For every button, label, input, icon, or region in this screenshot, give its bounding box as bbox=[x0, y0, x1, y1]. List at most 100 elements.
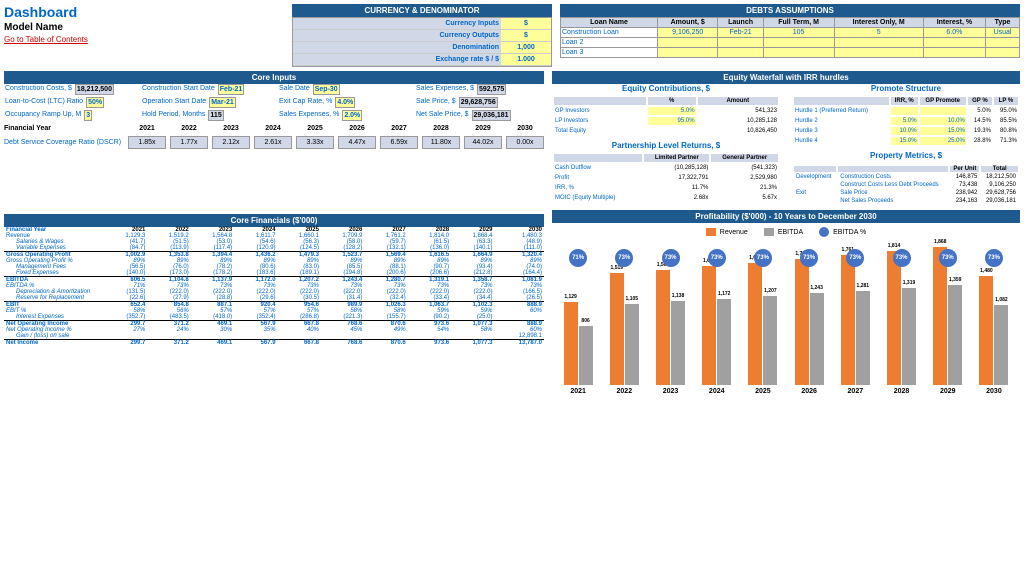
legend-label: Revenue bbox=[720, 229, 748, 236]
year-header: 2023 bbox=[212, 125, 250, 132]
promote-title: Promote Structure bbox=[792, 84, 1020, 93]
loan-io[interactable] bbox=[834, 48, 923, 58]
contrib-amt: 541,323 bbox=[698, 107, 778, 115]
prop-name: Sale Price bbox=[838, 190, 948, 196]
hurdle-name: Hurdle 4 bbox=[794, 137, 889, 145]
contrib-amt: 10,826,450 bbox=[698, 127, 778, 135]
hurdle-gp[interactable] bbox=[920, 107, 966, 115]
input-value[interactable]: 29,628,756 bbox=[459, 97, 498, 108]
contrib-pct[interactable]: 5.0% bbox=[648, 107, 696, 115]
loan-amount[interactable]: 9,106,250 bbox=[658, 28, 718, 38]
loan-type[interactable] bbox=[986, 48, 1020, 58]
ebitda-bar: 1,281 bbox=[856, 291, 870, 385]
input-value[interactable]: 50% bbox=[86, 97, 104, 108]
loan-name: Loan 2 bbox=[561, 38, 658, 48]
hurdle-gp[interactable]: 15.0% bbox=[920, 127, 966, 135]
currency-header: CURRENCY & DENOMINATOR bbox=[292, 4, 552, 17]
hurdle-lpp: 85.5% bbox=[994, 117, 1018, 125]
loan-launch[interactable] bbox=[718, 48, 763, 58]
chart-year: 2027 bbox=[848, 388, 864, 395]
loan-type[interactable] bbox=[986, 38, 1020, 48]
fin-cell: 870.6 bbox=[364, 340, 407, 347]
input-value[interactable]: 115 bbox=[208, 110, 223, 121]
toc-link[interactable]: Go to Table of Contents bbox=[4, 35, 88, 44]
debts-block: DEBTS ASSUMPTIONS Loan NameAmount, $Laun… bbox=[560, 4, 1020, 67]
loan-io[interactable] bbox=[834, 38, 923, 48]
equity-header: Equity Waterfall with IRR hurdles bbox=[552, 71, 1020, 84]
model-name: Model Name bbox=[4, 22, 284, 33]
legend-box bbox=[706, 228, 716, 236]
loan-interest[interactable]: 6.0% bbox=[923, 28, 985, 38]
loan-amount[interactable] bbox=[658, 38, 718, 48]
currency-value[interactable]: 1,000 bbox=[501, 42, 551, 53]
hurdle-irr[interactable] bbox=[891, 107, 918, 115]
currency-value[interactable]: $ bbox=[501, 30, 551, 41]
input-label: Sales Expenses, $ bbox=[415, 84, 475, 95]
debts-col-header: Full Term, M bbox=[763, 18, 834, 28]
prop-unit: 146,875 bbox=[950, 174, 979, 180]
dscr-value: 4.47x bbox=[338, 136, 376, 149]
hurdle-gp[interactable]: 25.0% bbox=[920, 137, 966, 145]
loan-term[interactable] bbox=[763, 48, 834, 58]
loan-io[interactable]: 5 bbox=[834, 28, 923, 38]
currency-value[interactable]: $ bbox=[501, 18, 551, 29]
year-header: 2027 bbox=[380, 125, 418, 132]
ebitda-bar: 1,359 bbox=[948, 285, 962, 385]
hurdle-irr[interactable]: 5.0% bbox=[891, 117, 918, 125]
partnership-title: Partnership Level Returns, $ bbox=[552, 141, 780, 150]
debts-col-header: Type bbox=[986, 18, 1020, 28]
loan-interest[interactable] bbox=[923, 38, 985, 48]
contrib-pct[interactable]: 95.0% bbox=[648, 117, 696, 125]
contrib-table: %AmountGP Investors5.0%541,323LP Investo… bbox=[552, 95, 780, 137]
input-value[interactable]: 3 bbox=[84, 110, 92, 121]
contrib-pct bbox=[648, 127, 696, 135]
hurdle-irr[interactable]: 10.0% bbox=[891, 127, 918, 135]
debts-col-header: Launch bbox=[718, 18, 763, 28]
fin-cell: 371.2 bbox=[147, 340, 190, 347]
loan-launch[interactable] bbox=[718, 38, 763, 48]
ebitda-bar: 1,172 bbox=[717, 299, 731, 385]
input-value[interactable]: 4.0% bbox=[335, 97, 355, 108]
input-label: Loan-to-Cost (LTC) Ratio bbox=[4, 97, 84, 108]
loan-term[interactable]: 105 bbox=[763, 28, 834, 38]
dscr-label: Debt Service Coverage Ratio (DSCR) bbox=[4, 139, 124, 146]
page-title: Dashboard bbox=[4, 4, 284, 20]
currency-label: Exchange rate $ / $ bbox=[293, 54, 501, 65]
debts-header: DEBTS ASSUMPTIONS bbox=[560, 4, 1020, 17]
currency-value[interactable]: 1.000 bbox=[501, 54, 551, 65]
loan-interest[interactable] bbox=[923, 48, 985, 58]
input-value[interactable]: 18,212,500 bbox=[75, 84, 114, 95]
dscr-value: 3.33x bbox=[296, 136, 334, 149]
gp-val: 5.67x bbox=[711, 194, 778, 202]
ebitda-bar: 1,243 bbox=[810, 293, 824, 385]
bar-group: 73% 1,480 1,082 2030 bbox=[972, 245, 1016, 395]
loan-amount[interactable] bbox=[658, 48, 718, 58]
bar-value: 1,281 bbox=[856, 283, 870, 289]
debts-col-header: Interest, % bbox=[923, 18, 985, 28]
legend-item: EBITDA % bbox=[819, 227, 866, 237]
fin-row-label: Net Income bbox=[4, 340, 104, 347]
partnership-row: Cash Outflow bbox=[554, 164, 642, 172]
input-value[interactable]: Sep-30 bbox=[313, 84, 340, 95]
year-header: 2022 bbox=[170, 125, 208, 132]
col-header: % bbox=[648, 97, 696, 105]
loan-type[interactable]: Usual bbox=[986, 28, 1020, 38]
input-value[interactable]: 592,575 bbox=[477, 84, 506, 95]
partnership-table: Limited PartnerGeneral PartnerCash Outfl… bbox=[552, 152, 780, 204]
currency-label: Denomination bbox=[293, 42, 501, 53]
year-header: 2028 bbox=[422, 125, 460, 132]
loan-term[interactable] bbox=[763, 38, 834, 48]
ebitda-pct-dot: 73% bbox=[985, 249, 1003, 267]
input-value[interactable]: Mar-21 bbox=[209, 97, 236, 108]
input-value[interactable]: Feb-21 bbox=[218, 84, 245, 95]
bar-value: 1,480 bbox=[979, 268, 993, 274]
dscr-value: 6.59x bbox=[380, 136, 418, 149]
prop-cat: Exit bbox=[794, 190, 836, 196]
loan-launch[interactable]: Feb-21 bbox=[718, 28, 763, 38]
input-grid: Construction Costs, $18,212,500Construct… bbox=[4, 84, 544, 121]
input-value[interactable]: 2.0% bbox=[342, 110, 362, 121]
input-value[interactable]: 29,036,181 bbox=[472, 110, 511, 121]
hurdle-irr[interactable]: 15.0% bbox=[891, 137, 918, 145]
hurdle-gp[interactable]: 10.0% bbox=[920, 117, 966, 125]
property-title: Property Metrics, $ bbox=[792, 151, 1020, 160]
